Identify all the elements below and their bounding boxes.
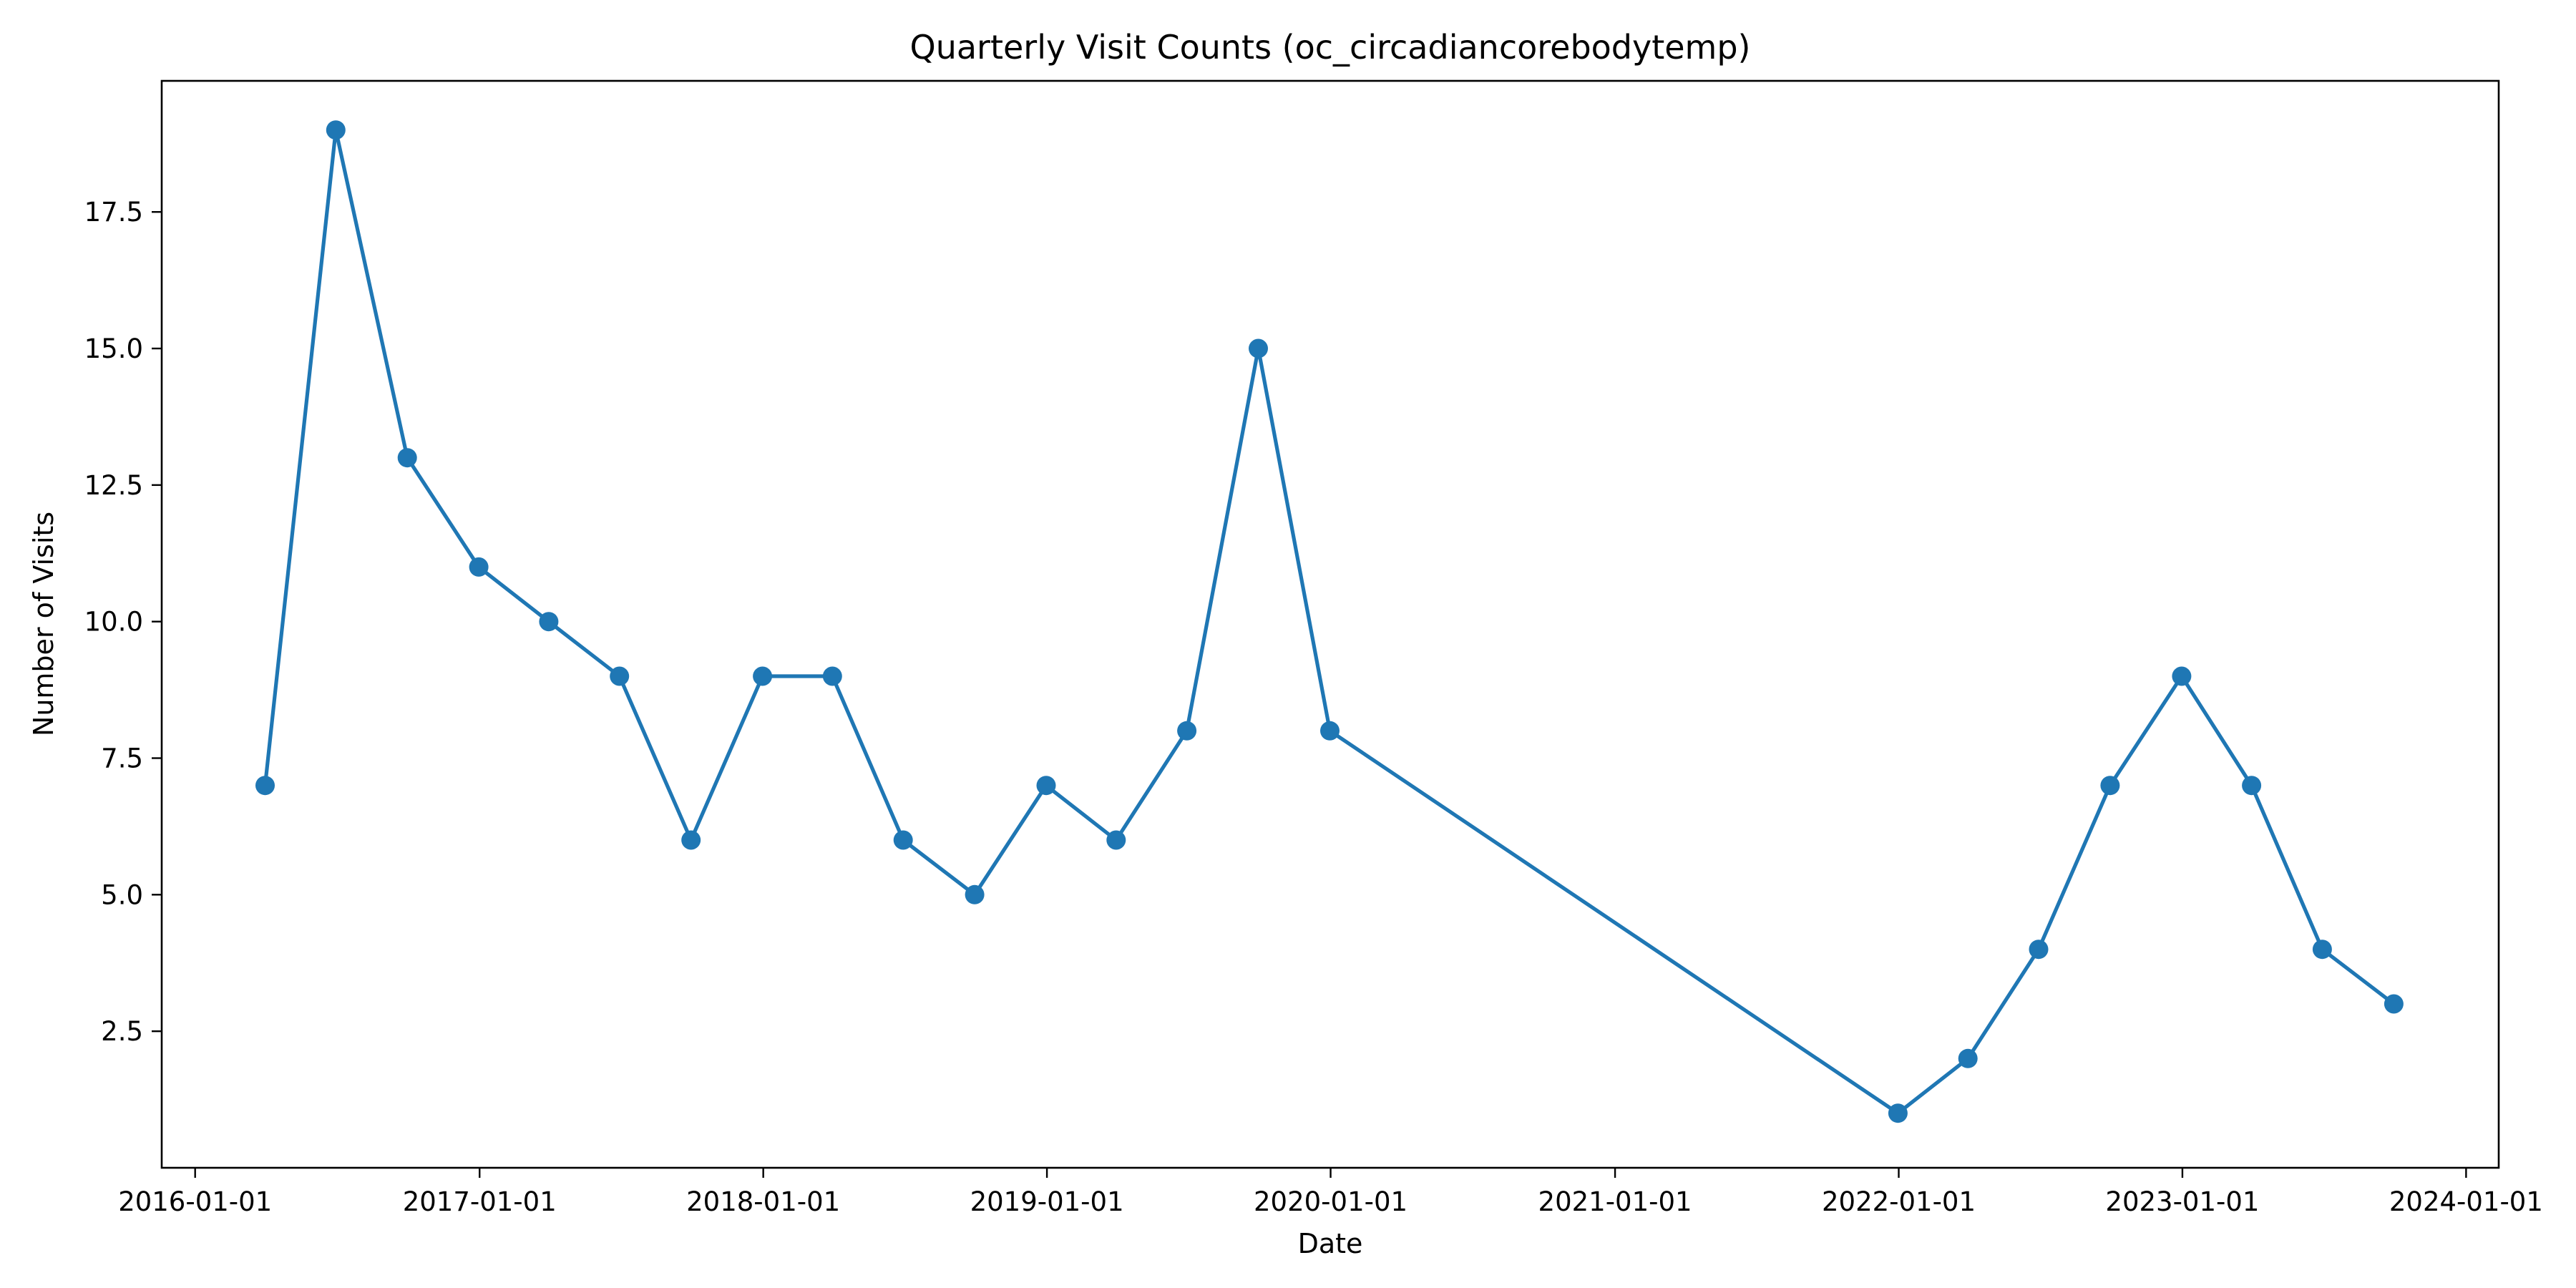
data-point: [1320, 721, 1340, 741]
data-point: [822, 666, 842, 686]
x-tick-label: 2018-01-01: [686, 1186, 840, 1217]
x-tick-label: 2024-01-01: [2389, 1186, 2543, 1217]
data-point: [2029, 940, 2049, 960]
y-axis-label: Number of Visits: [28, 512, 59, 736]
y-tick-label: 5.0: [101, 879, 143, 910]
data-point: [753, 666, 773, 686]
y-tick-label: 15.0: [84, 333, 143, 364]
chart-title: Quarterly Visit Counts (oc_circadiancore…: [909, 28, 1750, 67]
data-point: [1888, 1103, 1908, 1123]
data-point: [1177, 721, 1197, 741]
data-point: [1106, 830, 1126, 850]
data-point: [2242, 776, 2262, 796]
data-point: [539, 612, 559, 632]
x-tick-label: 2020-01-01: [1254, 1186, 1407, 1217]
x-tick-label: 2016-01-01: [118, 1186, 272, 1217]
x-tick-label: 2023-01-01: [2105, 1186, 2259, 1217]
data-point: [2384, 994, 2404, 1014]
data-point: [1036, 776, 1056, 796]
data-point: [610, 666, 630, 686]
plot-area-frame: [160, 79, 2500, 1169]
data-point: [2100, 776, 2120, 796]
x-tick-label: 2021-01-01: [1538, 1186, 1692, 1217]
y-tick-label: 12.5: [84, 470, 143, 501]
data-point: [397, 448, 417, 468]
series-layer: [255, 120, 2404, 1123]
data-point: [2312, 940, 2332, 960]
data-point: [965, 884, 985, 904]
x-tick-label: 2022-01-01: [1822, 1186, 1976, 1217]
y-tick-label: 7.5: [101, 743, 143, 774]
x-tick-label: 2017-01-01: [403, 1186, 557, 1217]
data-point: [2172, 666, 2192, 686]
series-line: [263, 128, 2396, 1116]
y-tick-label: 2.5: [101, 1016, 143, 1047]
x-tick-label: 2019-01-01: [970, 1186, 1124, 1217]
data-point: [893, 830, 913, 850]
data-point: [469, 557, 489, 577]
data-point: [681, 830, 701, 850]
x-axis-ticks: 2016-01-01 2017-01-01 2018-01-01 2019-01-01…: [118, 1168, 2543, 1217]
data-point: [1958, 1048, 1978, 1068]
y-tick-label: 17.5: [84, 197, 143, 228]
data-point: [255, 776, 275, 796]
y-tick-label: 10.0: [84, 607, 143, 638]
data-point: [1249, 338, 1268, 358]
data-point: [326, 120, 346, 140]
x-axis-label: Date: [1298, 1228, 1363, 1259]
y-axis-ticks: 2.5 5.0 7.5 10.0 12.5 15.0 17.5: [84, 197, 162, 1047]
